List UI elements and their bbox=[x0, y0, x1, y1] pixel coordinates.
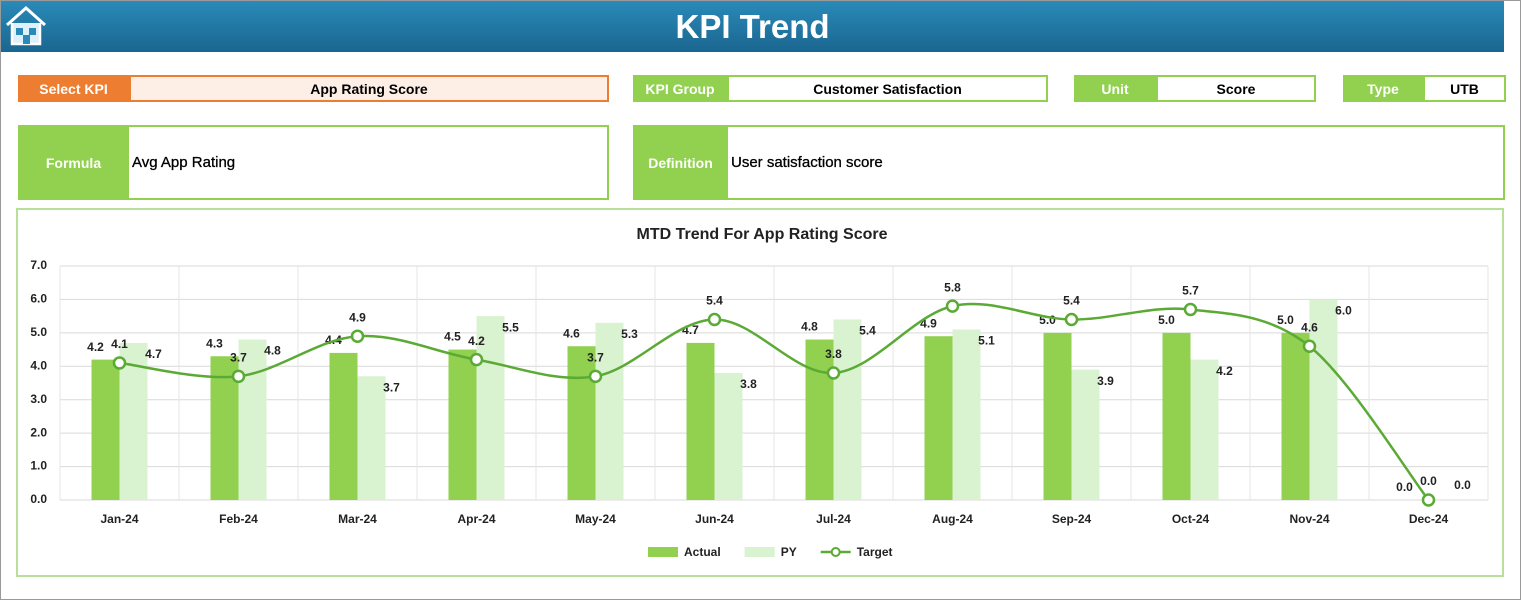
definition-value: User satisfaction score bbox=[731, 154, 883, 171]
page-title: KPI Trend bbox=[675, 8, 830, 45]
field-label: Formula bbox=[18, 125, 129, 200]
field-value: Score bbox=[1156, 75, 1316, 102]
formula-value: Avg App Rating bbox=[132, 154, 236, 171]
chart-container bbox=[16, 208, 1504, 577]
definition-box: User satisfaction score bbox=[633, 125, 1505, 200]
field-label: KPI Group bbox=[633, 75, 727, 102]
field-label: Unit bbox=[1074, 75, 1156, 102]
header-bar: KPI Trend bbox=[1, 1, 1504, 52]
field-label: Definition bbox=[633, 125, 728, 200]
field-label: Select KPI bbox=[18, 75, 129, 102]
home-icon[interactable] bbox=[3, 3, 49, 49]
field-value: UTB bbox=[1423, 75, 1506, 102]
field-value: Customer Satisfaction bbox=[727, 75, 1048, 102]
field-value[interactable]: App Rating Score bbox=[129, 75, 609, 102]
field-label: Type bbox=[1343, 75, 1423, 102]
